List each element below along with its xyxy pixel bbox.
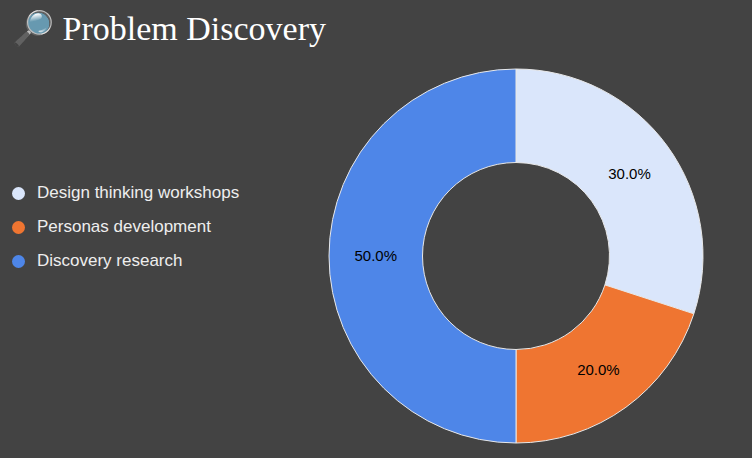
html-text:Personas development: Personas development	[37, 217, 211, 236]
svg-text:30.0%: 30.0%	[608, 165, 651, 182]
html-text:Discovery research: Discovery research	[37, 251, 183, 270]
svg-text:20.0%: 20.0%	[577, 361, 620, 378]
html-text:🔎 Problem Discovery: 🔎 Problem Discovery	[12, 10, 326, 47]
html-text:Design thinking workshops: Design thinking workshops	[37, 183, 240, 202]
svg-text:50.0%: 50.0%	[354, 247, 397, 264]
